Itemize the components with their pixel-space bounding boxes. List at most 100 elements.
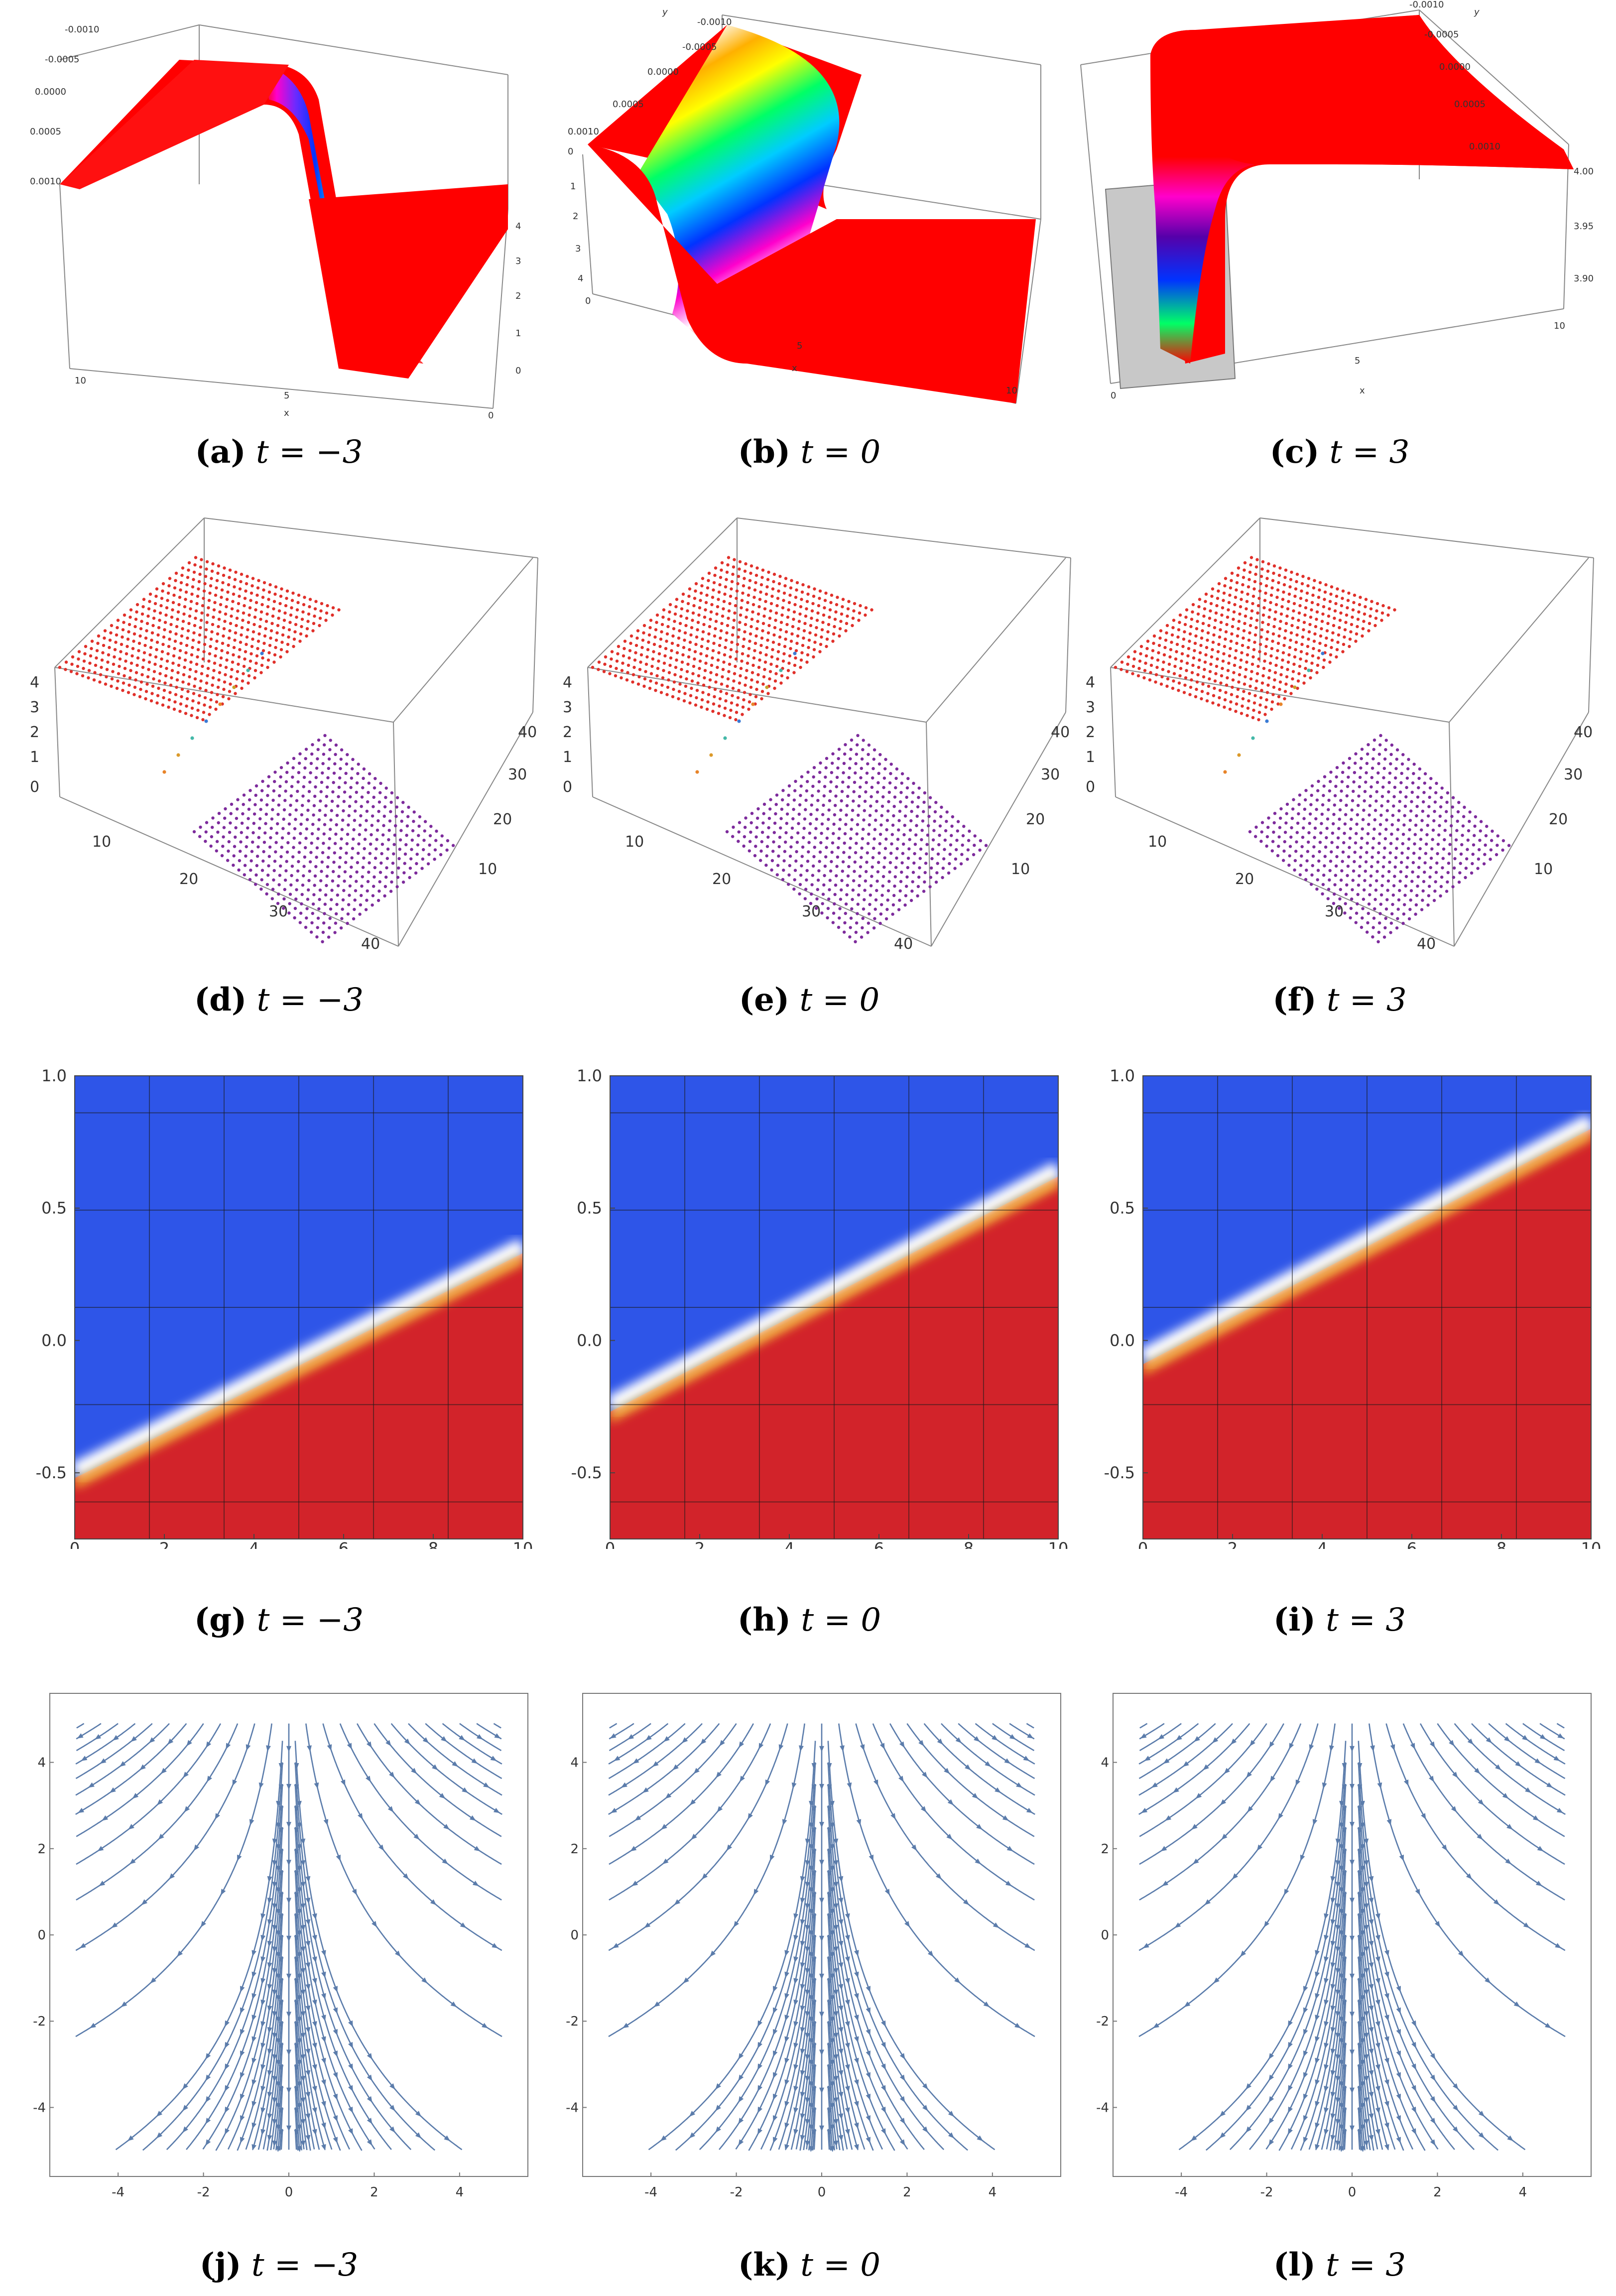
stream-arrow [1324, 1913, 1329, 1920]
data-point [776, 650, 780, 653]
data-point [699, 652, 703, 655]
data-point [1203, 660, 1207, 664]
data-point [1404, 884, 1407, 888]
data-point [330, 898, 333, 901]
data-point [1321, 803, 1325, 807]
data-point [815, 619, 819, 622]
data-point [204, 635, 207, 639]
data-point [1209, 662, 1213, 666]
data-point [307, 799, 310, 803]
data-point [1307, 577, 1311, 580]
data-point [114, 640, 118, 644]
stream-arrow [1245, 2126, 1251, 2133]
data-point [1478, 839, 1482, 842]
data-point [186, 690, 190, 693]
e-z-tick: 1 [563, 749, 572, 766]
data-point [1146, 639, 1150, 643]
data-point [1210, 595, 1214, 598]
data-point [897, 828, 900, 832]
data-point [1420, 908, 1424, 911]
stream-arrow [483, 1782, 490, 1788]
stream-arrow [312, 2042, 317, 2049]
data-point [847, 785, 850, 789]
stream-arrow [700, 1738, 707, 1745]
data-point [1501, 839, 1505, 843]
data-point [340, 917, 344, 920]
data-point [859, 865, 863, 869]
stream-arrow [682, 1737, 688, 1743]
data-point [150, 638, 153, 642]
data-point [885, 828, 888, 832]
data-point [336, 893, 339, 897]
stream-arrow [272, 1946, 277, 1953]
data-point [670, 649, 673, 652]
data-point [1289, 638, 1292, 642]
a-z-tick: 4 [515, 221, 521, 232]
data-point [695, 635, 699, 639]
data-point [1346, 606, 1349, 610]
streamline [906, 1723, 1035, 1837]
data-point [1425, 833, 1429, 837]
data-point [217, 812, 221, 815]
stream-arrow [333, 2050, 338, 2057]
stream-arrow [321, 2057, 326, 2064]
data-point [1310, 784, 1314, 788]
stream-arrow [715, 2126, 721, 2133]
data-point [320, 602, 324, 606]
stream-arrow [1315, 1971, 1320, 1978]
stream-arrow [1505, 1858, 1511, 1865]
data-point [356, 772, 360, 775]
data-point [1287, 592, 1291, 596]
data-point [1429, 777, 1433, 780]
data-point [192, 692, 196, 695]
data-point [1290, 570, 1293, 574]
stream-arrow [1219, 2111, 1226, 2117]
data-point [1214, 611, 1218, 615]
data-point [390, 880, 393, 884]
data-point [276, 822, 279, 826]
stream-arrow [260, 1978, 266, 1985]
data-point [323, 912, 326, 915]
stream-arrow [492, 1943, 498, 1948]
e-y-tick: 10 [1011, 861, 1030, 878]
data-point [696, 681, 700, 685]
data-point [187, 568, 190, 572]
data-point [781, 798, 784, 802]
data-point [324, 804, 328, 808]
data-point [110, 624, 114, 628]
data-point [872, 748, 876, 752]
streamline [1138, 1723, 1216, 1780]
streamline [760, 1870, 816, 2150]
data-point [351, 847, 355, 850]
data-point [1260, 830, 1263, 834]
data-point [1154, 673, 1158, 676]
data-point [210, 835, 214, 839]
data-point [1178, 613, 1182, 617]
data-point [200, 558, 203, 561]
stream-arrow [321, 1950, 326, 1957]
data-point [298, 841, 302, 845]
data-point [171, 601, 175, 604]
data-point [1327, 888, 1331, 891]
data-point [812, 648, 816, 651]
data-point [142, 658, 145, 662]
data-point [300, 625, 303, 629]
data-point [394, 824, 397, 828]
data-point [839, 620, 843, 623]
data-point [702, 623, 706, 627]
data-point [371, 894, 375, 897]
data-point [329, 828, 332, 831]
data-point [1263, 652, 1267, 655]
data-point [385, 857, 389, 860]
data-point [1414, 903, 1418, 906]
data-point [1187, 647, 1191, 650]
data-point [677, 690, 681, 693]
data-point [176, 610, 180, 614]
stream-arrow [385, 1740, 391, 1747]
data-point [1362, 897, 1366, 901]
data-point [279, 775, 282, 779]
data-point [307, 612, 311, 616]
caption-label: (f) [1272, 981, 1317, 1019]
data-point [160, 597, 164, 600]
data-point [804, 614, 808, 618]
